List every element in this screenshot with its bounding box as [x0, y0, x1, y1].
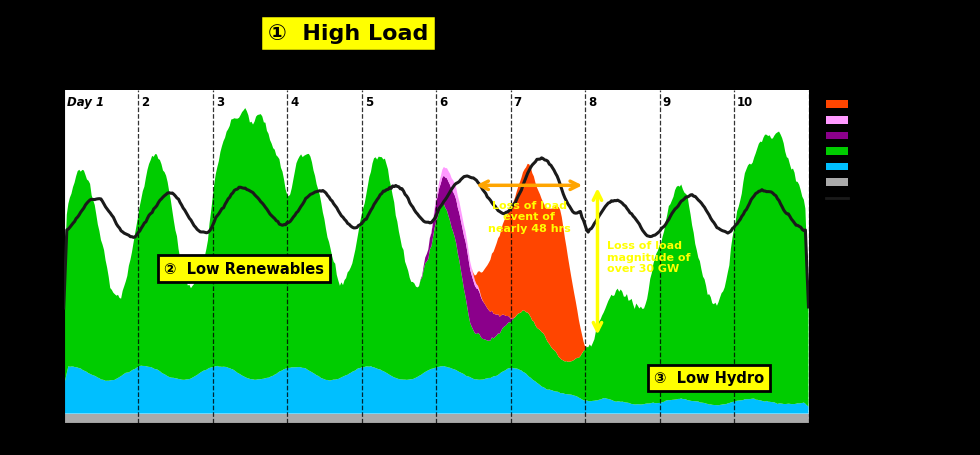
Text: ②  Low Renewables: ② Low Renewables: [164, 262, 323, 277]
Text: Day 1: Day 1: [67, 96, 104, 109]
Y-axis label: GW: GW: [19, 244, 32, 270]
Text: Loss of load
magnitude of
over 30 GW: Loss of load magnitude of over 30 GW: [607, 241, 690, 273]
Text: 2: 2: [141, 96, 149, 109]
Text: 6: 6: [439, 96, 448, 109]
Text: Loss of load
event of
nearly 48 hrs: Loss of load event of nearly 48 hrs: [488, 200, 570, 233]
Text: 3: 3: [216, 96, 223, 109]
Text: 7: 7: [514, 96, 521, 109]
Text: 4: 4: [290, 96, 299, 109]
Text: 5: 5: [365, 96, 373, 109]
Text: 9: 9: [662, 96, 671, 109]
Text: 10: 10: [737, 96, 754, 109]
Text: 8: 8: [588, 96, 597, 109]
Text: ①  High Load: ① High Load: [268, 24, 428, 44]
Legend: Lost Load, Demand Response, Storage, Variable Generation, Hydro, Dispatchable Ge: Lost Load, Demand Response, Storage, Var…: [821, 96, 980, 208]
Text: ③  Low Hydro: ③ Low Hydro: [654, 370, 764, 385]
